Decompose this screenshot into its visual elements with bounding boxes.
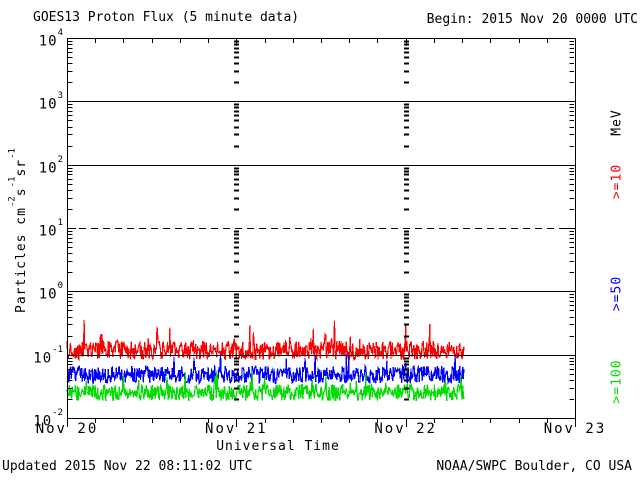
y-tick-label-1e1: 101 — [38, 218, 63, 240]
y-tick-label-1e0: 100 — [38, 281, 63, 303]
y-tick-label-1e3: 103 — [38, 91, 63, 113]
series-label-100mev: >=100 — [609, 359, 625, 404]
x-axis-title: Universal Time — [216, 439, 340, 454]
x-tick-label-nov-20: Nov 20 — [35, 421, 99, 437]
y-tick-label-1e-1: 10-1 — [33, 344, 63, 367]
y-tick-label-1e-2: 10-2 — [33, 408, 63, 430]
x-tick-label-nov-22: Nov 22 — [374, 421, 437, 437]
y-tick-label-1e4: 104 — [38, 28, 63, 50]
source-attribution: NOAA/SWPC Boulder, CO USA — [436, 459, 632, 474]
flux-series-gege50 — [66, 353, 465, 386]
series-label-50mev: >=50 — [609, 275, 625, 312]
begin-timestamp: Begin: 2015 Nov 20 0000 UTC — [426, 12, 638, 27]
flux-series-gege100 — [66, 370, 465, 403]
y-tick-label-1e2: 102 — [38, 154, 63, 177]
chart-title: GOES13 Proton Flux (5 minute data) — [33, 10, 300, 25]
flux-series-gege10 — [66, 320, 465, 362]
series-label-10mev: >=10 — [609, 163, 625, 200]
x-tick-label-nov-21: Nov 21 — [205, 421, 268, 437]
x-tick-label-nov-23: Nov 23 — [543, 421, 607, 437]
updated-timestamp: Updated 2015 Nov 22 08:11:02 UTC — [2, 459, 253, 474]
